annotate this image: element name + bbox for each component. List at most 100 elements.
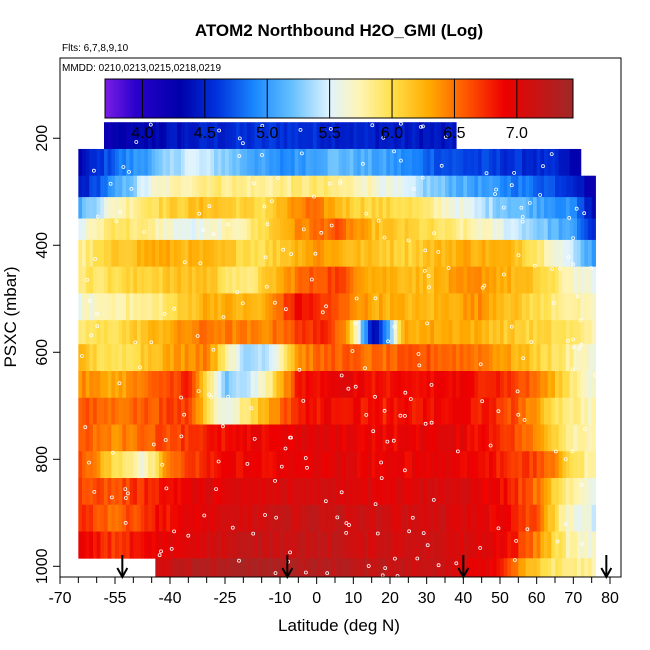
heatmap-cell [100, 478, 105, 506]
sample-point [87, 298, 92, 303]
sample-point [118, 210, 123, 215]
heatmap-cell [404, 451, 409, 479]
heatmap-cell [129, 397, 134, 425]
heatmap-cell [459, 293, 464, 321]
sample-point [496, 526, 501, 531]
heatmap-cell [104, 531, 109, 559]
heatmap-cell [85, 451, 90, 479]
heatmap-cell [533, 397, 538, 425]
heatmap-cell [239, 293, 244, 321]
heatmap-cell [544, 424, 549, 452]
heatmap-cell [272, 239, 277, 268]
heatmap-cell [511, 558, 516, 578]
heatmap-cell [591, 293, 596, 321]
heatmap-cell [412, 424, 417, 452]
heatmap-cell [327, 424, 332, 452]
heatmap-cell [474, 344, 479, 372]
heatmap-cell [269, 266, 274, 294]
heatmap-cell [566, 531, 571, 559]
heatmap-cell [434, 293, 439, 321]
heatmap-cell [459, 148, 464, 177]
heatmap-cell [401, 558, 406, 578]
heatmap-cell [349, 344, 354, 372]
heatmap-cell [265, 531, 270, 559]
heatmap-cell [489, 239, 494, 268]
heatmap-cell [441, 558, 446, 578]
heatmap-cell [529, 218, 534, 241]
heatmap-cell [291, 293, 296, 321]
heatmap-cell [522, 531, 527, 559]
heatmap-cell [514, 558, 519, 578]
heatmap-cell [199, 531, 204, 559]
heatmap-cell [184, 197, 189, 219]
heatmap-cell [148, 371, 153, 399]
heatmap-cell [448, 397, 453, 425]
sample-point [264, 284, 269, 289]
heatmap-cell [551, 320, 556, 345]
heatmap-cell [265, 424, 270, 452]
heatmap-cell [342, 478, 347, 506]
heatmap-cell [419, 197, 424, 219]
heatmap-cell [100, 397, 105, 425]
heatmap-cell [243, 397, 248, 425]
heatmap-cell [305, 148, 310, 177]
heatmap-cell [100, 148, 105, 177]
heatmap-cell [588, 344, 593, 372]
heatmap-cell [166, 531, 171, 559]
heatmap-cell [401, 504, 406, 532]
heatmap-cell [481, 344, 486, 372]
sample-point [157, 553, 162, 558]
sample-point [541, 164, 545, 169]
heatmap-cell [254, 424, 259, 452]
heatmap-cell [294, 344, 299, 372]
heatmap-cell [316, 371, 321, 399]
heatmap-cell [492, 451, 497, 479]
heatmap-cell [195, 558, 200, 578]
heatmap-cell [540, 397, 545, 425]
heatmap-cell [445, 239, 450, 268]
sample-point [417, 363, 422, 368]
heatmap-cell [368, 451, 373, 479]
heatmap-cell [118, 293, 123, 321]
heatmap-cell [357, 266, 362, 294]
heatmap-cell [423, 558, 428, 578]
heatmap-cell [133, 197, 138, 219]
heatmap-cell [503, 371, 508, 399]
heatmap-cell [78, 397, 83, 425]
heatmap-cell [371, 175, 376, 198]
heatmap-cell [437, 451, 442, 479]
heatmap-cell [188, 293, 193, 321]
heatmap-cell [85, 504, 90, 532]
heatmap-cell [151, 451, 156, 479]
heatmap-cell [496, 266, 501, 294]
heatmap-cell [210, 218, 215, 241]
heatmap-cell [496, 478, 501, 506]
heatmap-cell [569, 451, 574, 479]
heatmap-cell [294, 531, 299, 559]
heatmap-cell [419, 371, 424, 399]
heatmap-cell [309, 293, 314, 321]
heatmap-cell [126, 531, 131, 559]
heatmap-cell [324, 504, 329, 532]
heatmap-cell [573, 344, 578, 372]
heatmap-cell [265, 504, 270, 532]
heatmap-cell [331, 320, 336, 345]
heatmap-cell [551, 148, 556, 177]
sample-point [577, 346, 582, 351]
heatmap-cell [236, 197, 241, 219]
heatmap-cell [100, 197, 105, 219]
heatmap-cell [309, 558, 314, 578]
heatmap-cell [474, 239, 479, 268]
heatmap-cell [269, 451, 274, 479]
heatmap-cell [162, 239, 167, 268]
heatmap-cell [489, 478, 494, 506]
heatmap-cell [437, 371, 442, 399]
heatmap-cell [544, 344, 549, 372]
heatmap-cell [258, 266, 263, 294]
heatmap-cell [206, 397, 211, 425]
heatmap-cell [331, 266, 336, 294]
heatmap-cell [129, 122, 134, 150]
heatmap-cell [291, 175, 296, 198]
heatmap-cell [195, 293, 200, 321]
heatmap-cell [379, 558, 384, 578]
